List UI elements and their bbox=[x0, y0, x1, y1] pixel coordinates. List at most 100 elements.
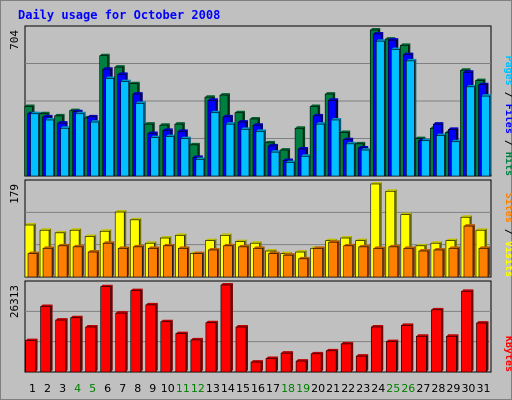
bar-sites-day-10-side bbox=[172, 243, 175, 277]
x-tick-label: 29 bbox=[446, 382, 460, 395]
bar-hits-day-23-top bbox=[355, 141, 366, 144]
bar-hits-day-26-top bbox=[400, 43, 411, 46]
bar-sites-day-20-side bbox=[322, 246, 325, 277]
bar-visits-day-22-top bbox=[340, 236, 352, 239]
legend-label: Visits bbox=[503, 241, 512, 277]
bar-kbytes-day-13-face bbox=[205, 322, 217, 373]
bar-kbytes-day-5-top bbox=[85, 325, 98, 328]
bar-pages-day-15-face bbox=[240, 129, 250, 177]
bar-pages-day-22 bbox=[345, 141, 357, 177]
bar-kbytes-day-6-side bbox=[110, 284, 113, 372]
bar-pages-day-8-top bbox=[135, 101, 146, 104]
bar-hits-day-22-top bbox=[340, 130, 351, 133]
bar-kbytes-day-6 bbox=[100, 284, 113, 373]
bar-sites-day-23 bbox=[358, 244, 370, 278]
bar-sites-day-25 bbox=[388, 244, 400, 278]
bar-kbytes-day-17-side bbox=[276, 356, 279, 372]
bar-sites-day-1-face bbox=[27, 253, 38, 278]
bar-sites-day-26-face bbox=[403, 248, 414, 278]
bar-pages-day-28-top bbox=[436, 133, 447, 136]
bar-sites-day-21-top bbox=[328, 240, 340, 243]
bar-visits-day-6-top bbox=[100, 229, 112, 232]
bar-sites-day-20 bbox=[313, 246, 325, 278]
bar-pages-day-16 bbox=[255, 129, 266, 177]
bar-sites-day-26 bbox=[403, 246, 415, 278]
bar-pages-day-1 bbox=[30, 111, 41, 177]
bar-sites-day-19-side bbox=[307, 256, 310, 277]
bar-sites-day-15 bbox=[238, 244, 250, 278]
bar-sites-day-24-face bbox=[373, 248, 384, 278]
bar-sites-day-13-face bbox=[208, 249, 218, 278]
bar-kbytes-day-21-side bbox=[336, 348, 339, 372]
bar-pages-day-26-face bbox=[406, 60, 415, 177]
bar-files-day-28-top bbox=[433, 122, 444, 125]
bar-pages-day-18-face bbox=[285, 162, 295, 177]
bar-files-day-7-top bbox=[117, 72, 128, 75]
bar-pages-day-2-top bbox=[45, 118, 56, 121]
bar-kbytes-day-4-face bbox=[70, 317, 81, 373]
bar-pages-day-31-face bbox=[481, 95, 490, 177]
bar-kbytes-day-22-face bbox=[340, 343, 352, 373]
bar-sites-day-28-side bbox=[442, 247, 445, 277]
bar-sites-day-1 bbox=[27, 251, 40, 278]
bar-files-day-19-top bbox=[298, 147, 309, 150]
bar-pages-day-13-face bbox=[210, 112, 220, 177]
bar-sites-day-17-side bbox=[277, 251, 280, 277]
bar-pages-day-12 bbox=[195, 157, 206, 177]
bar-files-day-11-top bbox=[177, 129, 188, 132]
bar-sites-day-23-face bbox=[358, 246, 369, 278]
bar-kbytes-day-8-face bbox=[130, 290, 142, 373]
bar-files-day-25-top bbox=[388, 38, 399, 41]
bar-sites-day-14-side bbox=[232, 243, 235, 277]
bar-pages-day-24 bbox=[375, 39, 387, 177]
bar-kbytes-day-29-face bbox=[446, 335, 457, 373]
bar-sites-day-7 bbox=[117, 246, 130, 278]
bar-sites-day-31 bbox=[478, 246, 490, 278]
bar-sites-day-15-top bbox=[238, 244, 250, 247]
bar-pages-day-29-top bbox=[451, 139, 462, 142]
bar-kbytes-day-12-face bbox=[190, 339, 202, 373]
bar-kbytes-day-9-side bbox=[155, 302, 158, 372]
bar-sites-day-8 bbox=[132, 244, 145, 278]
bar-sites-day-9-face bbox=[147, 248, 158, 278]
bar-pages-day-8-face bbox=[135, 103, 145, 177]
bar-kbytes-day-5-side bbox=[95, 325, 98, 372]
bar-sites-day-5-face bbox=[87, 251, 98, 278]
bar-hits-day-10-top bbox=[159, 123, 170, 126]
bar-kbytes-day-20 bbox=[310, 351, 324, 373]
bar-pages-day-31-top bbox=[481, 94, 492, 97]
bar-hits-day-18-top bbox=[280, 148, 291, 151]
bar-pages-day-10-top bbox=[165, 134, 176, 137]
bar-sites-day-25-top bbox=[388, 244, 400, 247]
bar-sites-day-27 bbox=[418, 249, 430, 278]
bar-pages-day-23-top bbox=[361, 148, 372, 151]
bar-kbytes-day-18-top bbox=[281, 351, 294, 354]
bar-kbytes-day-9-face bbox=[145, 304, 157, 373]
panel-legend: Pages / Files / Hits bbox=[503, 56, 512, 176]
bar-kbytes-day-11-face bbox=[175, 333, 187, 373]
bar-sites-day-29-face bbox=[448, 248, 459, 278]
bar-sites-day-12-side bbox=[202, 251, 205, 277]
bar-kbytes-day-1-side bbox=[35, 338, 38, 372]
bar-sites-day-3-top bbox=[58, 243, 70, 246]
bar-kbytes-day-29-side bbox=[456, 334, 459, 372]
bar-kbytes-day-13 bbox=[205, 320, 218, 373]
bar-kbytes-day-13-top bbox=[205, 320, 218, 323]
bar-pages-day-31-side bbox=[489, 94, 492, 176]
bar-kbytes-day-4-top bbox=[70, 315, 83, 318]
bar-files-day-21-top bbox=[328, 98, 339, 101]
bar-sites-day-13-side bbox=[217, 247, 220, 277]
bar-sites-day-3-face bbox=[57, 245, 68, 278]
bar-sites-day-4-face bbox=[72, 246, 83, 278]
bar-visits-day-26-top bbox=[400, 212, 412, 215]
bar-kbytes-day-14-face bbox=[220, 284, 232, 373]
bar-visits-day-31-top bbox=[475, 228, 487, 231]
bar-sites-day-18 bbox=[283, 253, 295, 278]
bar-pages-day-29 bbox=[451, 139, 462, 177]
bar-sites-day-16-top bbox=[253, 246, 265, 249]
bar-sites-day-13 bbox=[208, 247, 220, 278]
bar-pages-day-6 bbox=[105, 76, 116, 177]
bar-kbytes-day-17-top bbox=[266, 356, 279, 359]
bar-files-day-18-top bbox=[283, 158, 294, 161]
